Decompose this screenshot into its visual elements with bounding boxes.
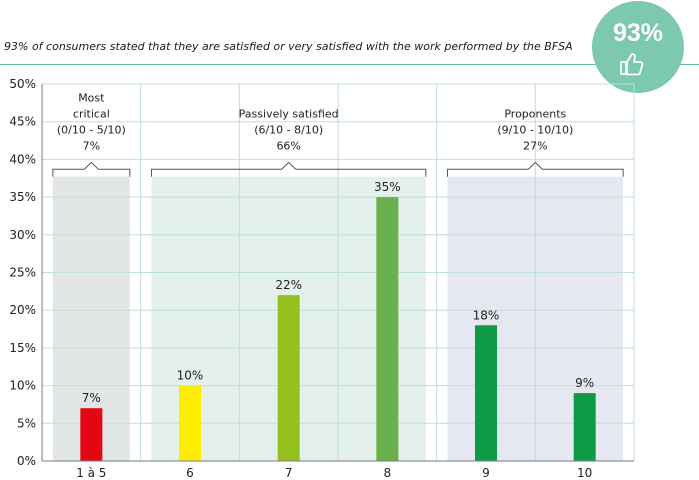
y-tick-label: 5% (17, 416, 36, 430)
x-tick-label: 8 (384, 466, 392, 480)
x-tick-label: 7 (285, 466, 293, 480)
y-tick-label: 20% (9, 303, 36, 317)
data-label: 22% (275, 278, 302, 292)
group-brace-2 (151, 161, 427, 177)
bar (376, 197, 399, 461)
group-brace-3 (447, 161, 624, 177)
group-label-line: (0/10 - 5/10) (57, 124, 126, 137)
satisfaction-badge: 93% (592, 1, 684, 93)
group-label-line: Passively satisfied (239, 108, 339, 121)
group-label-line: Most (78, 92, 105, 105)
bar (179, 385, 201, 461)
badge-value: 93% (612, 19, 664, 47)
group-label-line: 66% (276, 140, 300, 153)
y-tick-label: 40% (9, 152, 36, 166)
y-tick-label: 30% (9, 228, 36, 242)
x-tick-label: 1 à 5 (76, 466, 106, 480)
group-label-line: (6/10 - 8/10) (254, 124, 323, 137)
satisfaction-bar-chart: 0% 5% 10% 15% 20% 25% 30% 35% 40% 45% 50% Most criti… (9, 77, 635, 480)
y-tick-label: 45% (9, 115, 36, 129)
group-label-line: critical (73, 108, 110, 121)
caption-divider (0, 64, 699, 65)
chart-caption: 93% of consumers stated that they are sa… (4, 40, 573, 53)
group-label-line: (9/10 - 10/10) (497, 124, 573, 137)
y-tick-label: 15% (9, 341, 36, 355)
x-tick-label: 6 (186, 466, 194, 480)
data-label: 9% (575, 376, 594, 390)
data-label: 18% (473, 308, 500, 322)
bar (573, 393, 596, 461)
x-tick-label: 10 (577, 466, 592, 480)
data-label: 35% (374, 180, 401, 194)
bar (277, 295, 300, 461)
y-tick-label: 50% (9, 77, 36, 91)
data-label: 7% (82, 391, 101, 405)
y-tick-label: 25% (9, 266, 36, 280)
x-tick-label: 9 (482, 466, 490, 480)
group-brace-1 (52, 161, 131, 177)
y-tick-label: 10% (9, 379, 36, 393)
group-label-line: 7% (83, 140, 100, 153)
data-label: 10% (177, 369, 204, 383)
group-label-line: 27% (523, 140, 547, 153)
y-tick-label: 0% (17, 454, 36, 468)
y-tick-label: 35% (9, 190, 36, 204)
bar (475, 325, 497, 461)
thumbs-up-icon (620, 53, 644, 76)
group-label-line: Proponents (504, 108, 566, 121)
bar (80, 408, 103, 461)
